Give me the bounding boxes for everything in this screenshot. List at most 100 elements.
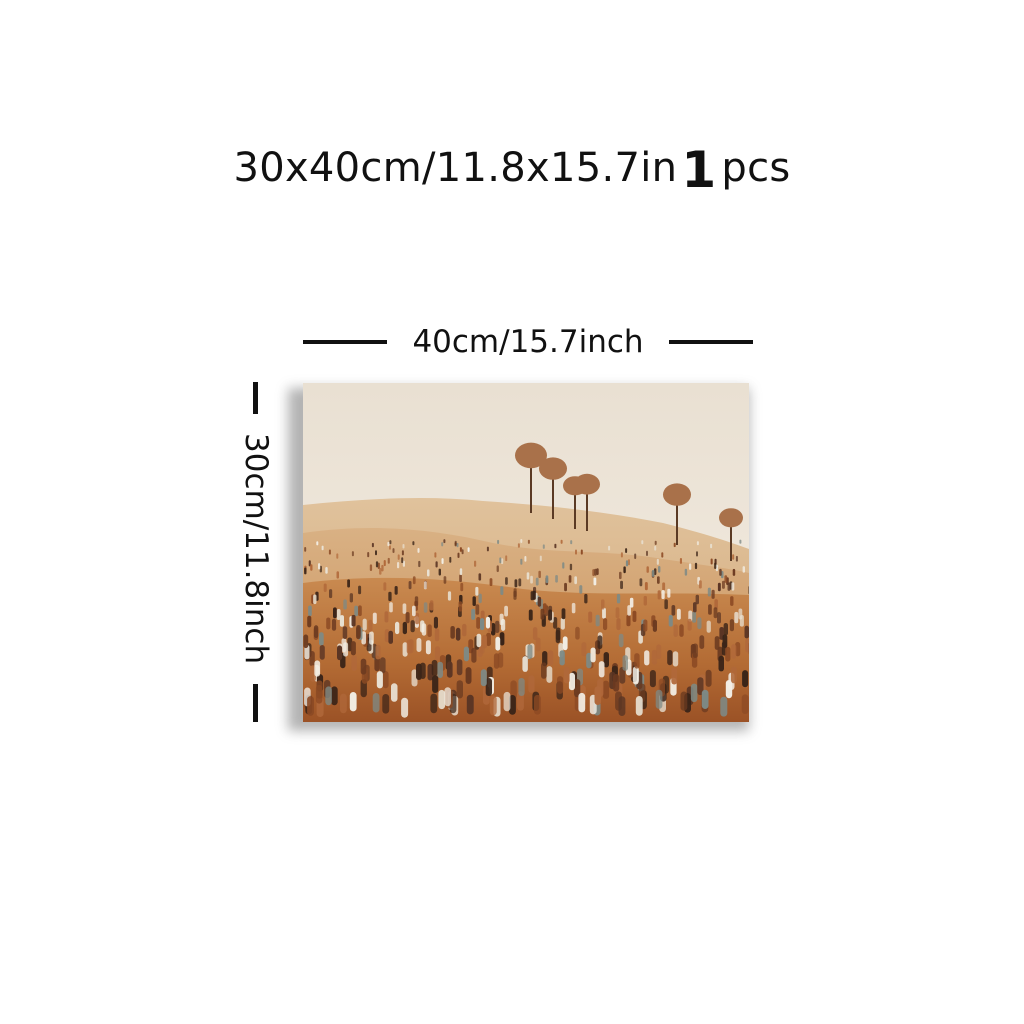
crowd-figure bbox=[505, 577, 508, 585]
crowd-figure bbox=[418, 560, 421, 568]
crowd-figure bbox=[374, 655, 380, 672]
crowd-figure bbox=[717, 582, 721, 592]
crowd-figure bbox=[745, 638, 749, 653]
crowd-figure bbox=[581, 642, 587, 657]
crowd-figure bbox=[713, 607, 718, 619]
crowd-figure bbox=[542, 544, 545, 549]
crowd-figure bbox=[504, 605, 508, 617]
crowd-figure bbox=[532, 590, 536, 600]
crowd-figure bbox=[518, 578, 522, 587]
crowd-figure bbox=[714, 562, 717, 569]
crowd-figure bbox=[446, 661, 453, 678]
crowd-figure bbox=[679, 558, 682, 564]
crowd-figure bbox=[590, 647, 596, 663]
crowd-figure bbox=[622, 655, 628, 671]
crowd-figure bbox=[372, 693, 380, 713]
crowd-figure bbox=[336, 553, 339, 559]
width-line-right bbox=[669, 340, 753, 344]
crowd-figure bbox=[644, 582, 648, 591]
crowd-figure bbox=[489, 695, 497, 716]
crowd-figure bbox=[358, 585, 362, 595]
crowd-figure bbox=[654, 540, 657, 545]
crowd-figure bbox=[391, 683, 398, 702]
height-label: 30cm/11.8inch bbox=[238, 433, 274, 665]
crowd-figure bbox=[708, 604, 712, 615]
crowd-figure bbox=[692, 611, 697, 623]
width-label: 40cm/15.7inch bbox=[412, 324, 644, 360]
crowd-figure bbox=[711, 589, 715, 599]
crowd-figure bbox=[649, 670, 656, 688]
crowd-figure bbox=[562, 562, 565, 569]
crowd-figure bbox=[412, 541, 415, 546]
crowd-figure bbox=[625, 548, 628, 553]
crowd-figure bbox=[304, 547, 307, 552]
crowd-figure bbox=[654, 545, 657, 551]
crowd-figure bbox=[597, 635, 603, 650]
crowd-figure bbox=[471, 647, 477, 663]
crowd-figure bbox=[586, 652, 592, 669]
crowd-figure bbox=[432, 675, 439, 693]
crowd-figure bbox=[307, 696, 314, 716]
crowd-figure bbox=[731, 644, 737, 659]
crowd-figure bbox=[654, 568, 657, 576]
crowd-figure bbox=[425, 640, 431, 655]
crowd-figure bbox=[643, 619, 648, 632]
crowd-figure bbox=[485, 678, 492, 696]
crowd-figure bbox=[402, 621, 407, 635]
crowd-figure bbox=[732, 568, 736, 576]
crowd-figure bbox=[493, 653, 500, 669]
crowd-figure bbox=[461, 549, 464, 555]
crowd-figure bbox=[615, 607, 620, 619]
crowd-figure bbox=[456, 680, 463, 699]
crowd-figure bbox=[603, 652, 609, 668]
crowd-figure bbox=[392, 548, 395, 553]
crowd-figure bbox=[325, 567, 328, 574]
crowd-figure bbox=[412, 576, 416, 585]
crowd-figure bbox=[560, 539, 563, 544]
crowd-figure bbox=[540, 608, 545, 620]
crowd-figure bbox=[657, 590, 661, 600]
crowd-figure bbox=[738, 608, 743, 620]
crowd-figure bbox=[705, 669, 712, 687]
crowd-figure bbox=[574, 679, 581, 698]
crowd-figure bbox=[718, 655, 724, 672]
crowd-figure bbox=[722, 580, 725, 589]
crowd-figure bbox=[652, 619, 657, 632]
crowd-figure bbox=[548, 650, 554, 666]
crowd-figure bbox=[619, 571, 622, 580]
crowd-figure bbox=[658, 566, 661, 573]
crowd-figure bbox=[701, 689, 709, 709]
crowd-figure bbox=[349, 593, 353, 603]
crowd-figure bbox=[734, 611, 739, 624]
crowd-figure bbox=[475, 586, 479, 596]
crowd-figure bbox=[596, 568, 599, 576]
crowd-figure bbox=[369, 564, 373, 571]
crowd-figure bbox=[427, 624, 432, 637]
crowd-figure bbox=[408, 581, 412, 590]
crowd-figure bbox=[372, 612, 377, 624]
crowd-figure bbox=[535, 637, 541, 652]
crowd-figure bbox=[667, 650, 673, 666]
crowd-figure bbox=[460, 582, 464, 592]
crowd-figure bbox=[401, 557, 404, 564]
crowd-figure bbox=[383, 560, 386, 567]
crowd-figure bbox=[308, 560, 311, 567]
crowd-figure bbox=[376, 671, 383, 689]
crowd-figure bbox=[340, 693, 347, 714]
crowd-figure bbox=[389, 602, 393, 613]
crowd-figure bbox=[657, 576, 660, 584]
tree bbox=[515, 442, 547, 513]
crowd-figure bbox=[347, 579, 350, 588]
size-text: 30x40cm/11.8x15.7in bbox=[233, 145, 678, 191]
crowd-figure bbox=[316, 541, 319, 546]
tree bbox=[719, 508, 743, 561]
crowd-figure bbox=[570, 540, 573, 545]
crowd-figure bbox=[382, 694, 390, 714]
crowd-figure bbox=[423, 581, 427, 590]
crowd-figure bbox=[690, 683, 698, 703]
crowd-figure bbox=[395, 621, 400, 635]
crowd-figure bbox=[467, 547, 470, 552]
crowd-figure bbox=[339, 615, 344, 627]
crowd-figure bbox=[694, 562, 698, 570]
crowd-figure bbox=[478, 573, 482, 581]
